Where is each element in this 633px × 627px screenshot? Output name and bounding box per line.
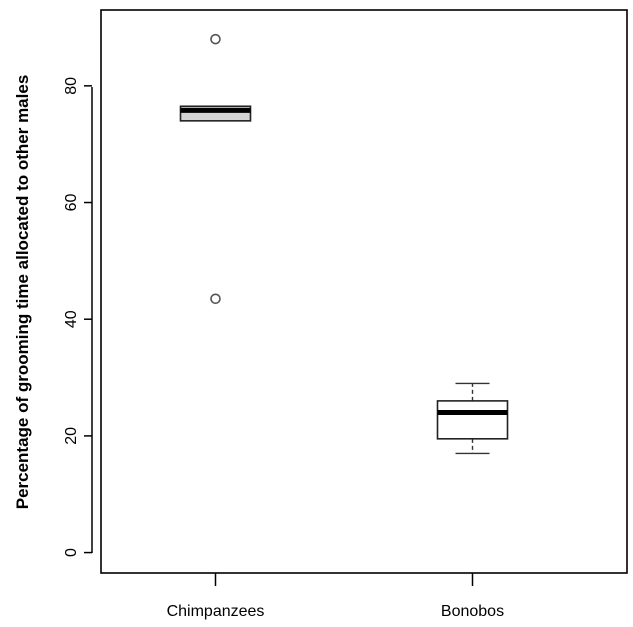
plot-frame xyxy=(100,9,628,574)
box-group-chimpanzees xyxy=(179,33,252,305)
y-axis-label: Percentage of grooming time allocated to… xyxy=(13,75,32,510)
y-tick-label: 40 xyxy=(63,310,80,328)
x-tick-label: Chimpanzees xyxy=(167,603,265,620)
y-tick-label: 80 xyxy=(63,77,80,95)
outlier-point xyxy=(210,33,221,45)
x-tick-label: Bonobos xyxy=(441,603,504,620)
y-tick-label: 60 xyxy=(63,194,80,212)
y-tick-label: 20 xyxy=(63,427,80,445)
outlier-point xyxy=(210,293,221,305)
box-group-bonobos xyxy=(436,382,509,455)
y-ticks: 0 20 40 60 80 xyxy=(63,77,92,557)
y-tick-label: 0 xyxy=(63,548,80,557)
x-ticks: Chimpanzees Bonobos xyxy=(167,573,504,620)
boxes xyxy=(179,33,509,455)
box xyxy=(436,400,509,440)
